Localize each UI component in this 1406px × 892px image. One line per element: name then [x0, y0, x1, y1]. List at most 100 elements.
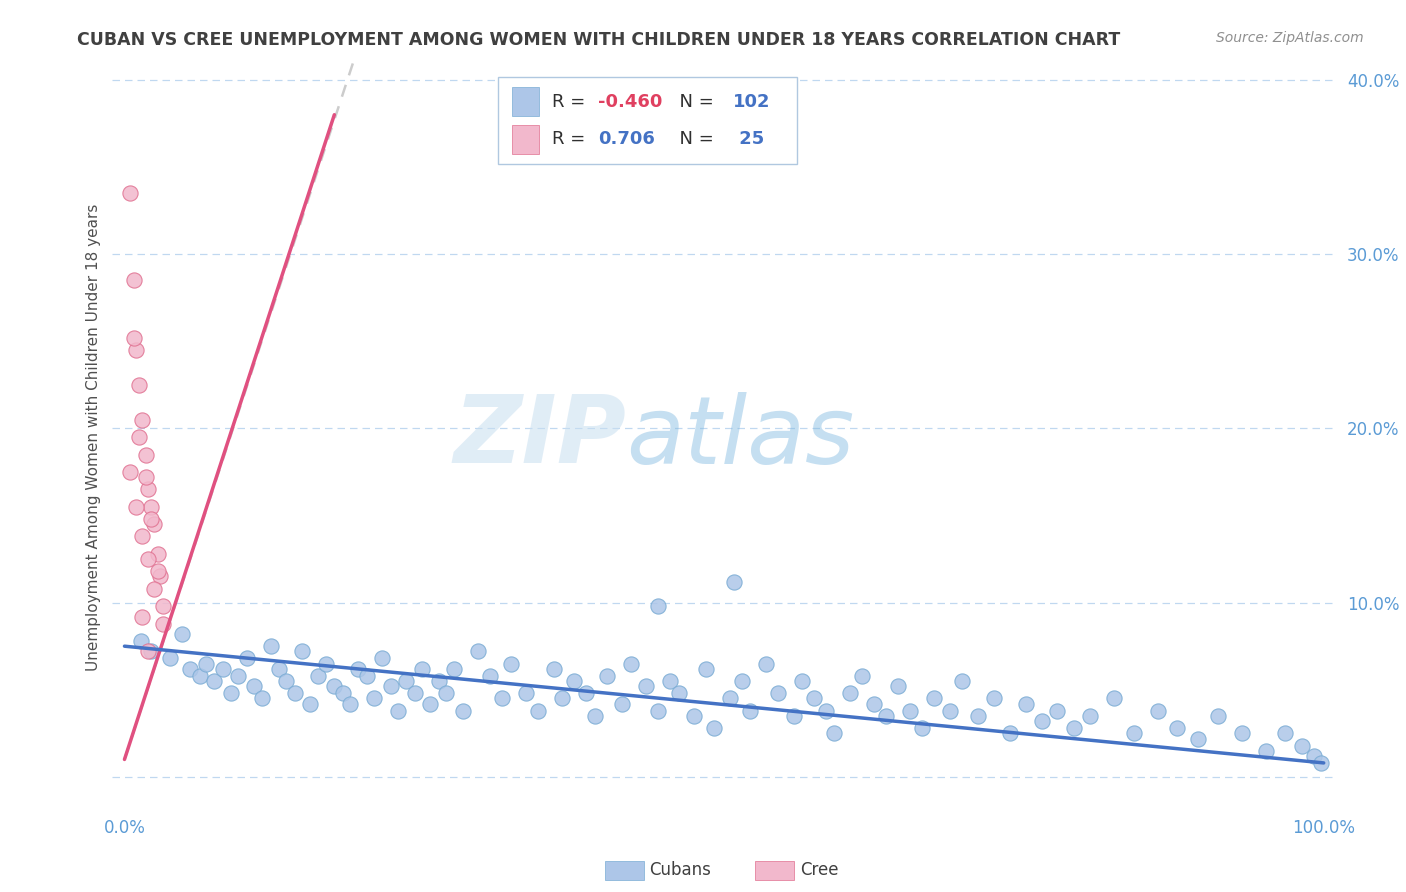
Point — [543, 662, 565, 676]
Point — [718, 691, 741, 706]
Point — [636, 679, 658, 693]
Point — [967, 709, 990, 723]
Point — [131, 609, 153, 624]
Point — [434, 686, 457, 700]
Point — [1166, 721, 1188, 735]
Text: Cubans: Cubans — [650, 861, 711, 879]
Point — [562, 673, 585, 688]
Point — [146, 564, 169, 578]
Point — [499, 657, 522, 671]
Point — [983, 691, 1005, 706]
Point — [950, 673, 973, 688]
Point — [128, 377, 150, 392]
Point — [898, 704, 921, 718]
Point — [332, 686, 354, 700]
Point — [740, 704, 762, 718]
Point — [276, 673, 298, 688]
Point — [1310, 756, 1333, 770]
Point — [159, 651, 181, 665]
Text: 102: 102 — [733, 93, 770, 111]
Point — [404, 686, 426, 700]
Text: N =: N = — [668, 93, 720, 111]
Text: CUBAN VS CREE UNEMPLOYMENT AMONG WOMEN WITH CHILDREN UNDER 18 YEARS CORRELATION : CUBAN VS CREE UNEMPLOYMENT AMONG WOMEN W… — [77, 31, 1121, 49]
Point — [875, 709, 897, 723]
Point — [863, 697, 886, 711]
Point — [347, 662, 370, 676]
Point — [125, 343, 148, 357]
FancyBboxPatch shape — [512, 125, 540, 153]
Text: atlas: atlas — [626, 392, 855, 483]
Point — [135, 448, 157, 462]
Point — [315, 657, 337, 671]
Point — [491, 691, 513, 706]
Point — [122, 331, 145, 345]
Point — [527, 704, 550, 718]
Text: ZIP: ZIP — [453, 391, 626, 483]
Point — [138, 483, 160, 497]
Point — [179, 662, 201, 676]
FancyBboxPatch shape — [512, 87, 540, 116]
Point — [149, 569, 172, 583]
Point — [668, 686, 690, 700]
Point — [120, 186, 142, 201]
Point — [451, 704, 474, 718]
Point — [122, 273, 145, 287]
Point — [922, 691, 945, 706]
Point — [131, 412, 153, 426]
Point — [683, 709, 706, 723]
Text: R =: R = — [551, 130, 596, 148]
Point — [152, 616, 174, 631]
Text: Cree: Cree — [800, 861, 838, 879]
Point — [938, 704, 960, 718]
Y-axis label: Unemployment Among Women with Children Under 18 years: Unemployment Among Women with Children U… — [86, 203, 101, 671]
Point — [479, 669, 502, 683]
Point — [139, 500, 162, 514]
Point — [131, 529, 153, 543]
Point — [695, 662, 717, 676]
Point — [1206, 709, 1229, 723]
Point — [551, 691, 574, 706]
Point — [299, 697, 322, 711]
Point — [219, 686, 242, 700]
Point — [1230, 726, 1253, 740]
Text: -0.460: -0.460 — [598, 93, 662, 111]
FancyBboxPatch shape — [498, 78, 797, 163]
Point — [1274, 726, 1296, 740]
Point — [211, 662, 233, 676]
Point — [129, 634, 152, 648]
Point — [1031, 714, 1053, 728]
Point — [339, 697, 361, 711]
Point — [782, 709, 804, 723]
Point — [911, 721, 934, 735]
Point — [128, 430, 150, 444]
Point — [125, 500, 148, 514]
Point — [252, 691, 274, 706]
Point — [1078, 709, 1101, 723]
Point — [839, 686, 862, 700]
Point — [1147, 704, 1170, 718]
Point — [243, 679, 266, 693]
Point — [1291, 739, 1313, 753]
Point — [120, 465, 142, 479]
Point — [195, 657, 218, 671]
Point — [467, 644, 489, 658]
Text: 0.706: 0.706 — [598, 130, 655, 148]
Text: N =: N = — [668, 130, 725, 148]
Point — [755, 657, 778, 671]
Point — [395, 673, 418, 688]
Point — [723, 574, 745, 589]
Point — [152, 599, 174, 613]
Point — [143, 517, 166, 532]
Point — [380, 679, 402, 693]
Text: R =: R = — [551, 93, 591, 111]
Point — [323, 679, 346, 693]
Point — [356, 669, 378, 683]
Point — [851, 669, 873, 683]
Point — [1046, 704, 1069, 718]
Point — [1123, 726, 1146, 740]
Point — [647, 704, 669, 718]
Point — [803, 691, 825, 706]
Point — [138, 552, 160, 566]
Point — [998, 726, 1021, 740]
Point — [1015, 697, 1038, 711]
